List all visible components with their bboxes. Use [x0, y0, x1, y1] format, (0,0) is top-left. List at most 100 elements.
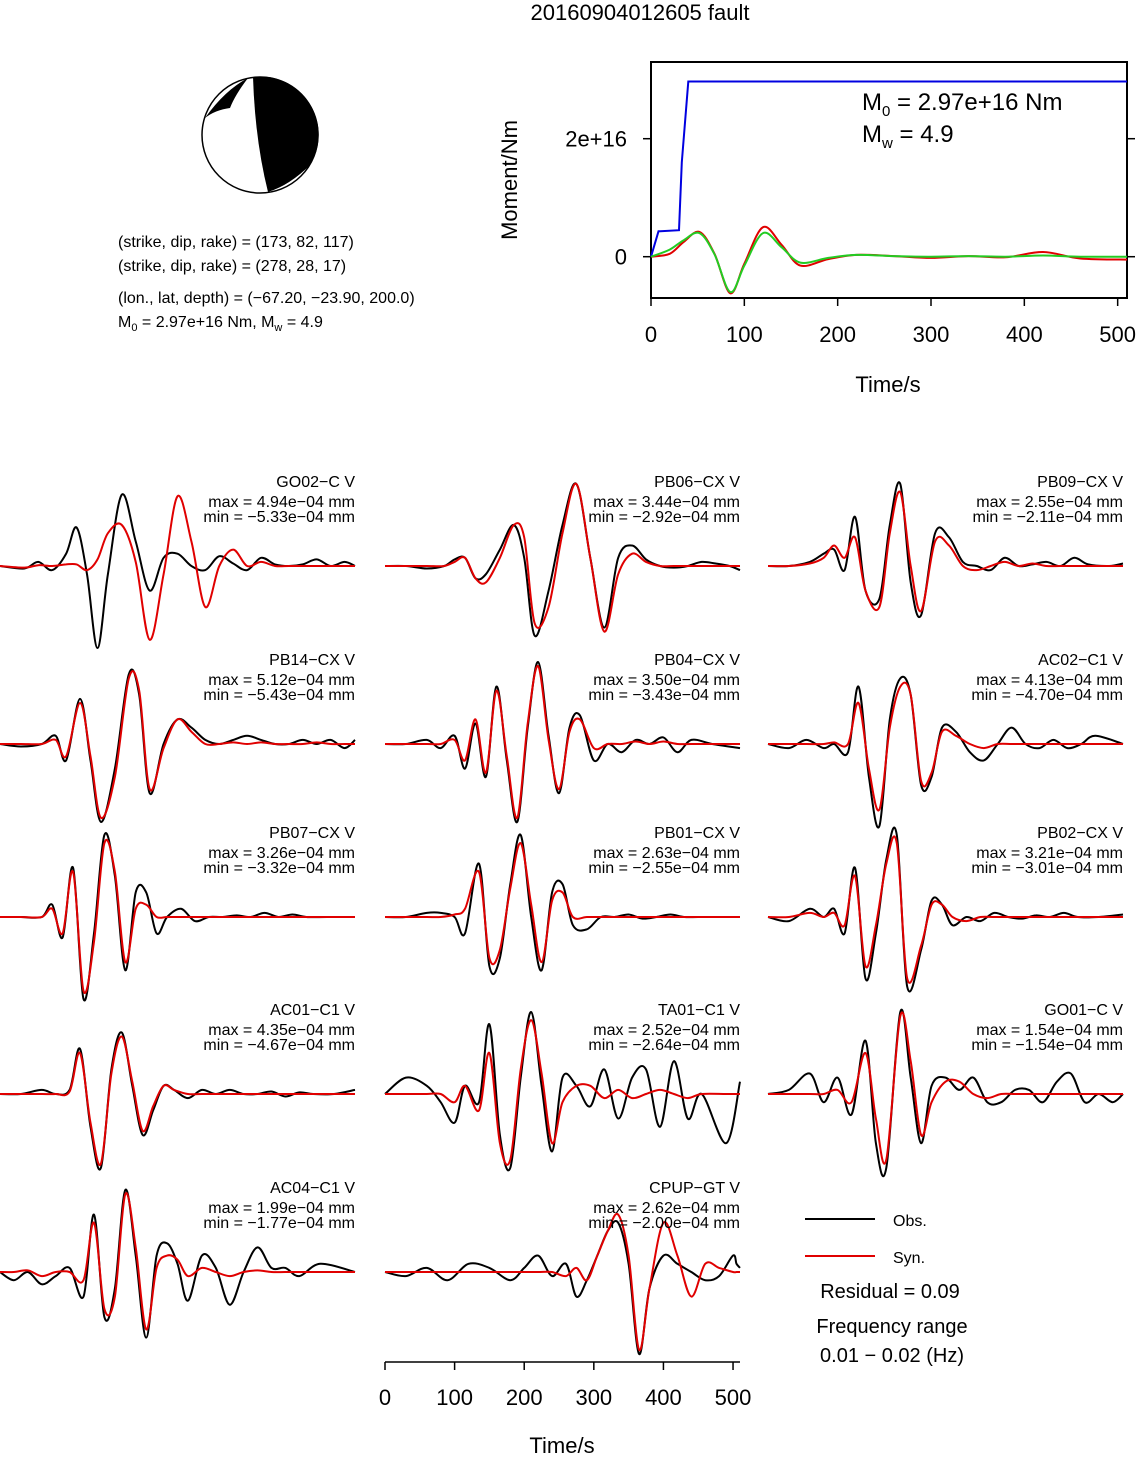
moment-ytick-label: 2e+16	[565, 127, 627, 152]
synthetic-trace	[767, 835, 1123, 984]
synthetic-trace	[0, 1035, 355, 1167]
station-min: min = −2.11e−04 mm	[973, 509, 1123, 526]
moment-xtick-label: 300	[913, 322, 950, 347]
moment-ytick-label: 0	[615, 245, 627, 270]
station-max: max = 1.54e−04 mm	[976, 1022, 1123, 1039]
observed-trace	[384, 1010, 741, 1172]
station-name: PB06−CX V	[654, 474, 740, 491]
station-max: max = 2.55e−04 mm	[976, 494, 1123, 511]
frequency-label: Frequency range	[816, 1316, 967, 1338]
station-name: TA01−C1 V	[658, 1002, 740, 1019]
station-name: PB14−CX V	[269, 652, 355, 669]
station-max: max = 3.26e−04 mm	[208, 845, 355, 862]
station-name: AC04−C1 V	[270, 1180, 355, 1197]
station-max: max = 3.21e−04 mm	[976, 845, 1123, 862]
moment-annotation-m0: M0 = 2.97e+16 Nm	[862, 89, 1062, 120]
station-min: min = −1.77e−04 mm	[203, 1215, 355, 1232]
station-min: min = −3.43e−04 mm	[588, 687, 740, 704]
station-name: PB01−CX V	[654, 825, 740, 842]
station-max: max = 3.44e−04 mm	[593, 494, 740, 511]
waveform-xtick-label: 100	[436, 1385, 473, 1410]
legend: Obs. Syn. Residual = 0.09 Frequency rang…	[805, 1213, 968, 1367]
moment-xtick-label: 200	[819, 322, 856, 347]
moment-ylabel: Moment/Nm	[497, 120, 522, 240]
nodal-plane-1: (strike, dip, rake) = (173, 82, 117)	[118, 234, 354, 251]
moment-xtick-label: 400	[1006, 322, 1043, 347]
residual-text: Residual = 0.09	[820, 1281, 960, 1303]
station-max: max = 5.12e−04 mm	[208, 672, 355, 689]
station-name: PB02−CX V	[1037, 825, 1123, 842]
beachball-compression-quadrant	[253, 76, 319, 192]
station-max: max = 2.63e−04 mm	[593, 845, 740, 862]
moment-series-2	[650, 231, 1128, 294]
beachball	[201, 76, 319, 194]
synthetic-trace	[768, 681, 1123, 812]
solution-info: (strike, dip, rake) = (173, 82, 117) (st…	[118, 234, 415, 334]
station-max: max = 2.52e−04 mm	[593, 1022, 740, 1039]
moment-series-1	[650, 225, 1128, 295]
station-min: min = −2.64e−04 mm	[588, 1037, 740, 1054]
station-max: max = 4.35e−04 mm	[208, 1022, 355, 1039]
legend-obs-label: Obs.	[893, 1213, 927, 1230]
station-max: max = 4.13e−04 mm	[976, 672, 1123, 689]
station-name: GO01−C V	[1044, 1002, 1123, 1019]
synthetic-trace	[0, 494, 355, 641]
station-name: PB09−CX V	[1037, 474, 1123, 491]
waveform-time-axis: Time/s 0 100 200 300 400 500	[379, 1361, 752, 1458]
moment-info: M0 = 2.97e+16 Nm, Mw = 4.9	[118, 314, 323, 334]
moment-series-0	[650, 80, 1127, 257]
legend-syn-label: Syn.	[893, 1250, 925, 1267]
frequency-value: 0.01 − 0.02 (Hz)	[820, 1345, 964, 1367]
station-min: min = −5.33e−04 mm	[203, 509, 355, 526]
station-max: max = 4.94e−04 mm	[208, 494, 355, 511]
station-min: min = −2.92e−04 mm	[588, 509, 740, 526]
station-name: AC02−C1 V	[1038, 652, 1123, 669]
figure-title: 20160904012605 fault	[531, 0, 750, 25]
synthetic-trace	[384, 482, 740, 633]
moment-xlabel: Time/s	[855, 372, 920, 397]
moment-annotation-mw: Mw = 4.9	[862, 121, 954, 152]
moment-chart: Moment/Nm Time/s M0 = 2.97e+16 Nm Mw = 4…	[497, 61, 1136, 397]
synthetic-trace	[385, 1212, 740, 1351]
waveform-xtick-label: 0	[379, 1385, 391, 1410]
beachball-compression-cap	[205, 78, 248, 118]
synthetic-trace	[0, 839, 355, 994]
hypocenter-info: (lon., lat, depth) = (−67.20, −23.90, 20…	[118, 290, 415, 307]
station-min: min = −2.55e−04 mm	[588, 860, 740, 877]
nodal-plane-2: (strike, dip, rake) = (278, 28, 17)	[118, 258, 346, 275]
observed-trace	[767, 1008, 1124, 1177]
station-max: max = 1.99e−04 mm	[208, 1200, 355, 1217]
synthetic-trace	[0, 670, 355, 819]
waveform-xlabel: Time/s	[529, 1433, 594, 1458]
synthetic-trace	[385, 1019, 740, 1166]
waveform-xtick-label: 500	[715, 1385, 752, 1410]
synthetic-trace	[767, 490, 1123, 613]
moment-chart-frame	[650, 61, 1128, 299]
station-min: min = −4.67e−04 mm	[203, 1037, 355, 1054]
synthetic-trace	[768, 1011, 1123, 1165]
moment-xtick-label: 0	[645, 322, 657, 347]
station-min: min = −4.70e−04 mm	[971, 687, 1123, 704]
station-max: max = 3.50e−04 mm	[593, 672, 740, 689]
station-name: PB07−CX V	[269, 825, 355, 842]
station-name: PB04−CX V	[654, 652, 740, 669]
waveform-xtick-label: 400	[645, 1385, 682, 1410]
station-max: max = 2.62e−04 mm	[593, 1200, 740, 1217]
moment-xtick-label: 500	[1099, 322, 1136, 347]
moment-xtick-label: 100	[726, 322, 763, 347]
station-name: AC01−C1 V	[270, 1002, 355, 1019]
station-min: min = −3.01e−04 mm	[971, 860, 1123, 877]
observed-trace	[767, 481, 1124, 619]
